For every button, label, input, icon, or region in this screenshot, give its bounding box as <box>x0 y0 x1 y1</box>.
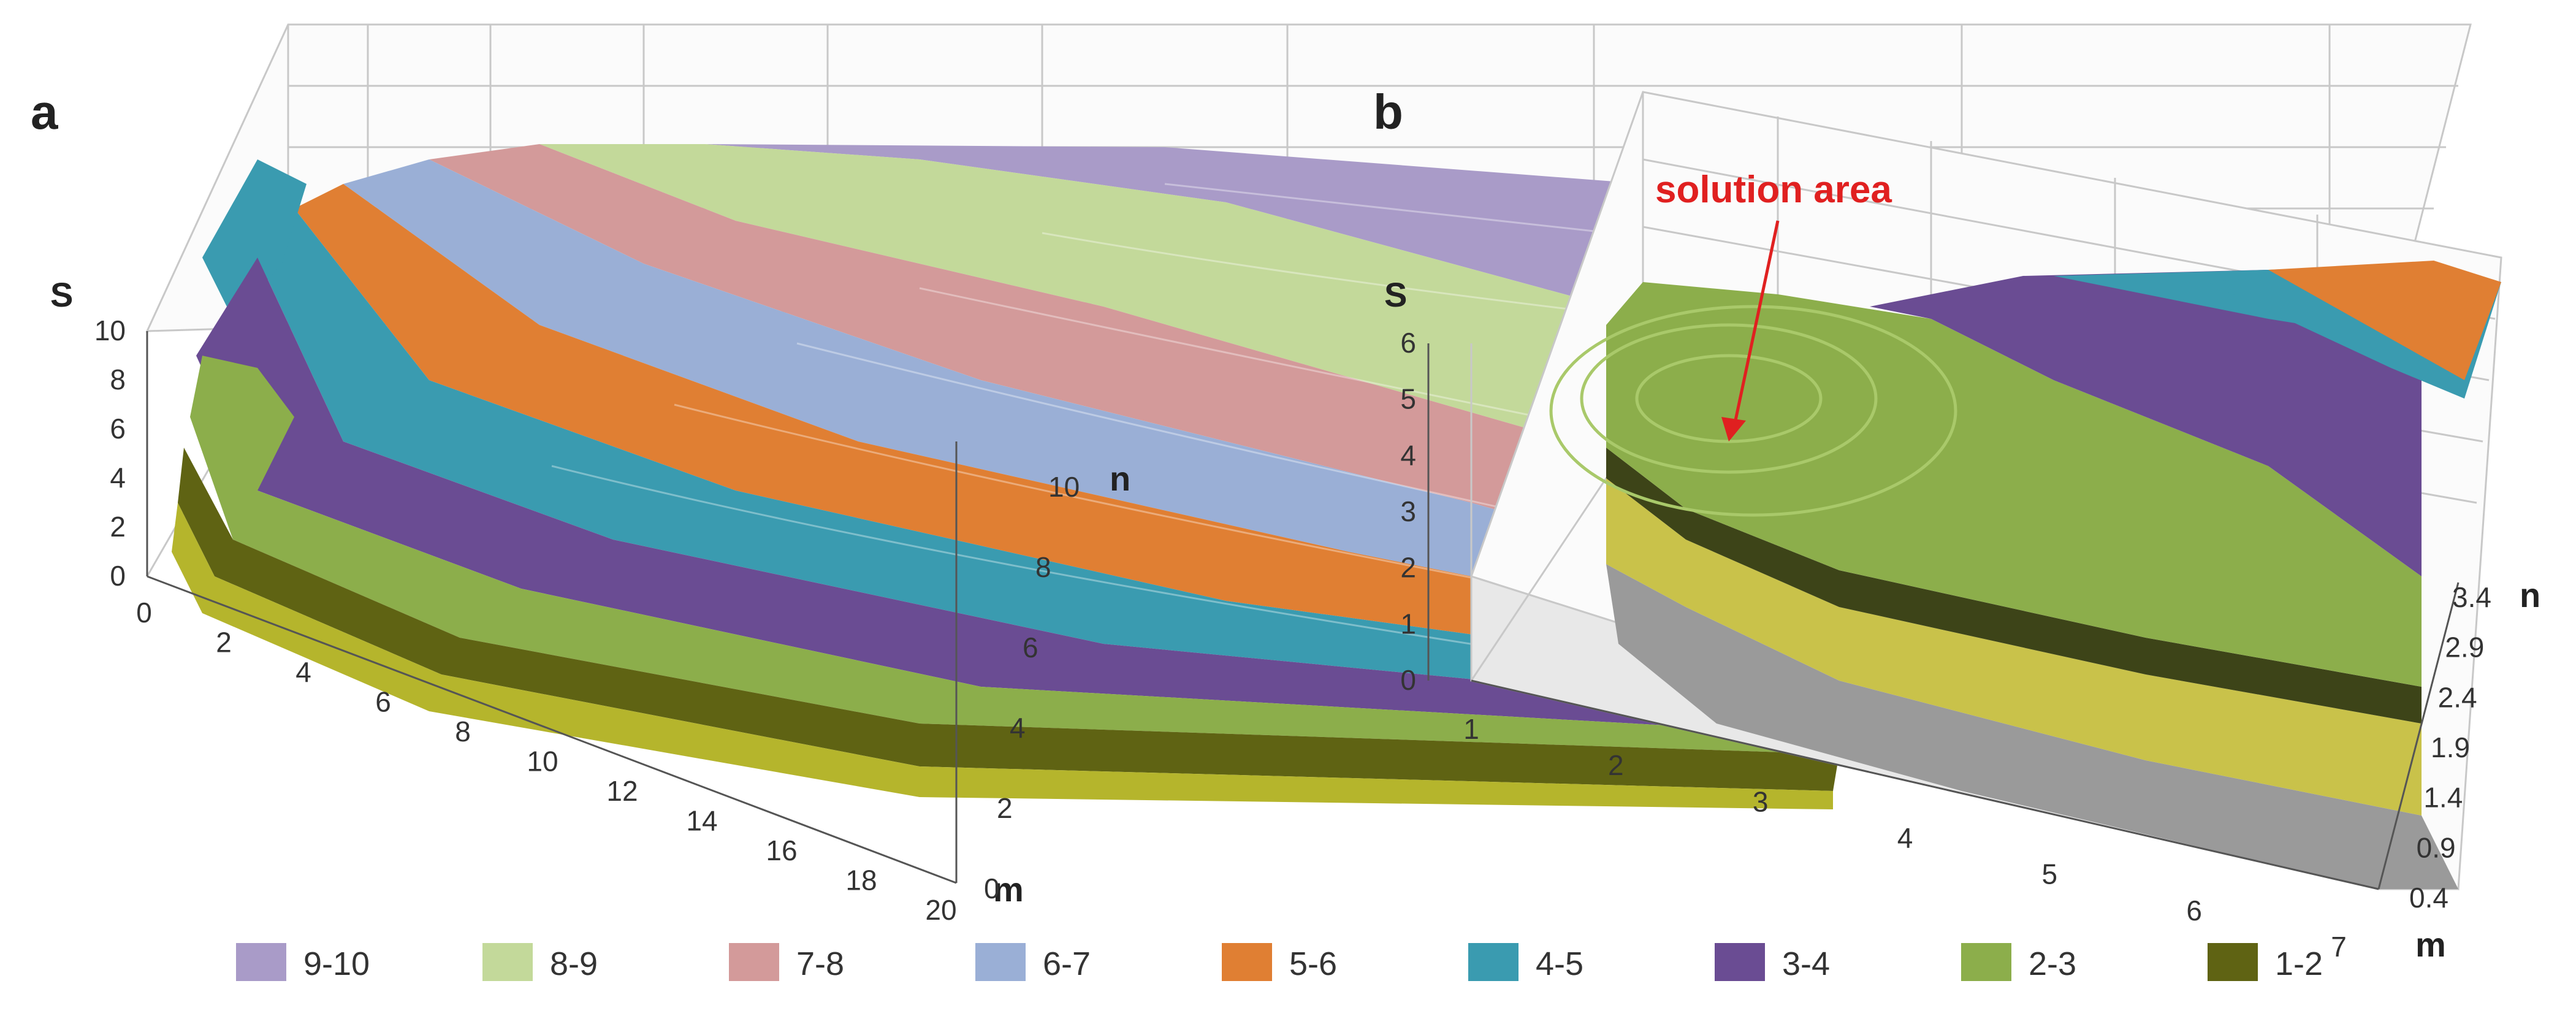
panel-b-y-tick-0.4: 0.4 <box>2409 882 2448 914</box>
panel-a-z-tick-6: 6 <box>110 413 126 445</box>
panel-a-x-tick-12: 12 <box>606 775 638 807</box>
panel-b-z-tick-2: 2 <box>1400 552 1416 584</box>
panel-b-x-tick-4: 4 <box>1897 822 1913 854</box>
legend-label-2-3: 2-3 <box>2029 945 2076 982</box>
solution-area-arrow <box>1733 220 1780 424</box>
legend-label-6-7: 6-7 <box>1043 945 1091 982</box>
panel-a-x-tick-2: 2 <box>216 627 232 659</box>
panel-b-band-dark <box>1606 448 2422 724</box>
panel-a-band-3-4 <box>196 258 1870 736</box>
panel-a-y-label: n <box>1110 459 1130 498</box>
panel-a-band-0-1 <box>172 503 1833 809</box>
panel-a-y-tick-4: 4 <box>1010 712 1026 744</box>
panel-b-x-ticks: 1 2 3 4 5 6 7 <box>1463 713 2347 963</box>
legend-swatch-7-8 <box>729 943 779 981</box>
legend-swatch-8-9 <box>482 943 533 981</box>
legend-label-8-9: 8-9 <box>550 945 598 982</box>
panel-a-x-tick-8: 8 <box>455 716 471 747</box>
panel-a-band-1-2 <box>178 448 1839 791</box>
panel-b-surface <box>1549 261 2501 889</box>
panel-b-x-tick-3: 3 <box>1753 785 1769 817</box>
legend-swatch-5-6 <box>1222 943 1272 981</box>
legend-label-1-2: 1-2 <box>2275 945 2323 982</box>
panel-a-letter: a <box>31 85 58 139</box>
legend-label-4-5: 4-5 <box>1536 945 1583 982</box>
panel-a-z-tick-4: 4 <box>110 462 126 494</box>
panel-a-z-tick-2: 2 <box>110 511 126 543</box>
panel-b-y-tick-1.4: 1.4 <box>2423 782 2463 814</box>
legend: 9-10 8-9 7-8 6-7 5-6 4-5 3-4 2-3 1-2 <box>236 943 2323 982</box>
panel-b-x-tick-5: 5 <box>2042 858 2058 890</box>
panel-a-x-tick-4: 4 <box>295 656 311 688</box>
panel-a-x-tick-6: 6 <box>375 686 391 718</box>
panel-b-x-tick-2: 2 <box>1608 749 1624 781</box>
panel-b-z-label: S <box>1384 275 1407 314</box>
legend-label-7-8: 7-8 <box>796 945 844 982</box>
panel-b-y-label: n <box>2520 576 2540 614</box>
panel-a-z-tick-10: 10 <box>94 315 126 346</box>
legend-label-9-10: 9-10 <box>303 945 370 982</box>
panel-b-y-tick-3.4: 3.4 <box>2452 581 2491 613</box>
panel-a-z-label: S <box>50 275 73 314</box>
panel-b-y-tick-2.4: 2.4 <box>2438 681 2477 713</box>
panel-a-y-tick-6: 6 <box>1023 632 1038 663</box>
legend-swatch-2-3 <box>1961 943 2011 981</box>
panel-a-y-tick-8: 8 <box>1035 551 1051 583</box>
panel-a-x-label: m <box>993 870 1024 909</box>
panel-b-z-tick-3: 3 <box>1400 495 1416 527</box>
panel-a-x-tick-0: 0 <box>136 597 152 628</box>
panel-b-z-tick-5: 5 <box>1400 383 1416 415</box>
panel-b-band-1-2 <box>1606 478 2422 815</box>
solution-area-arrowhead <box>1721 417 1746 441</box>
panel-a-x-tick-10: 10 <box>527 746 558 777</box>
panel-b-band-0-1 <box>1606 564 2458 889</box>
panel-b-band-2-3 <box>1606 282 2422 687</box>
panel-a-x-tick-14: 14 <box>686 805 717 837</box>
panel-a-x-ticks: 0 2 4 6 8 10 12 14 16 18 20 <box>136 597 956 926</box>
panel-a-y-ticks: 0 2 4 6 8 10 <box>984 471 1080 904</box>
panel-b-z-tick-6: 6 <box>1400 327 1416 359</box>
panel-b-band-3-4 <box>1870 270 2422 576</box>
panel-b-band-5-6 <box>2268 261 2501 380</box>
panel-b-axes <box>1427 343 2460 890</box>
panel-a-x-tick-20: 20 <box>925 894 956 926</box>
panel-b-y-ticks: 0.4 0.9 1.4 1.9 2.4 2.9 3.4 <box>2409 581 2491 914</box>
panel-b-y-tick-2.9: 2.9 <box>2445 632 2484 663</box>
legend-label-5-6: 5-6 <box>1289 945 1337 982</box>
legend-label-3-4: 3-4 <box>1782 945 1830 982</box>
panel-a-y-tick-10: 10 <box>1048 471 1080 503</box>
legend-swatch-6-7 <box>975 943 1026 981</box>
panel-a-z-ticks: 0 2 4 6 8 10 <box>94 315 126 592</box>
panel-a-y-tick-0: 0 <box>984 873 1000 904</box>
panel-a-y-tick-2: 2 <box>997 792 1013 824</box>
legend-swatch-3-4 <box>1715 943 1765 981</box>
panel-a-band-2-3 <box>190 356 1851 754</box>
legend-swatch-9-10 <box>236 943 286 981</box>
legend-swatch-4-5 <box>1468 943 1519 981</box>
panel-b-letter: b <box>1373 85 1403 139</box>
panel-b-x-tick-7: 7 <box>2331 931 2347 963</box>
panel-a-axes <box>146 331 958 884</box>
panel-b-z-ticks: 0 1 2 3 4 5 6 <box>1400 327 1416 696</box>
panel-a-band-4-5 <box>257 208 1900 717</box>
panel-b-x-tick-1: 1 <box>1463 713 1479 745</box>
panel-b-y-tick-1.9: 1.9 <box>2431 731 2470 763</box>
panel-a-z-tick-0: 0 <box>110 560 126 592</box>
panel-b-chart: b <box>1373 85 2540 964</box>
panel-b-z-tick-0: 0 <box>1400 664 1416 696</box>
panel-b-z-tick-1: 1 <box>1400 608 1416 640</box>
panel-a-x-tick-16: 16 <box>766 835 797 866</box>
panel-b-z-tick-4: 4 <box>1400 439 1416 471</box>
panel-a-band-4-5-spike <box>202 159 307 319</box>
panel-a-z-tick-8: 8 <box>110 364 126 395</box>
panel-b-x-label: m <box>2415 925 2446 964</box>
panel-b-y-tick-0.9: 0.9 <box>2417 831 2456 863</box>
solution-area-annotation: solution area <box>1655 169 1892 211</box>
panel-b-x-tick-6: 6 <box>2186 895 2202 926</box>
panel-a-x-tick-18: 18 <box>845 865 877 896</box>
legend-swatch-1-2 <box>2208 943 2258 981</box>
